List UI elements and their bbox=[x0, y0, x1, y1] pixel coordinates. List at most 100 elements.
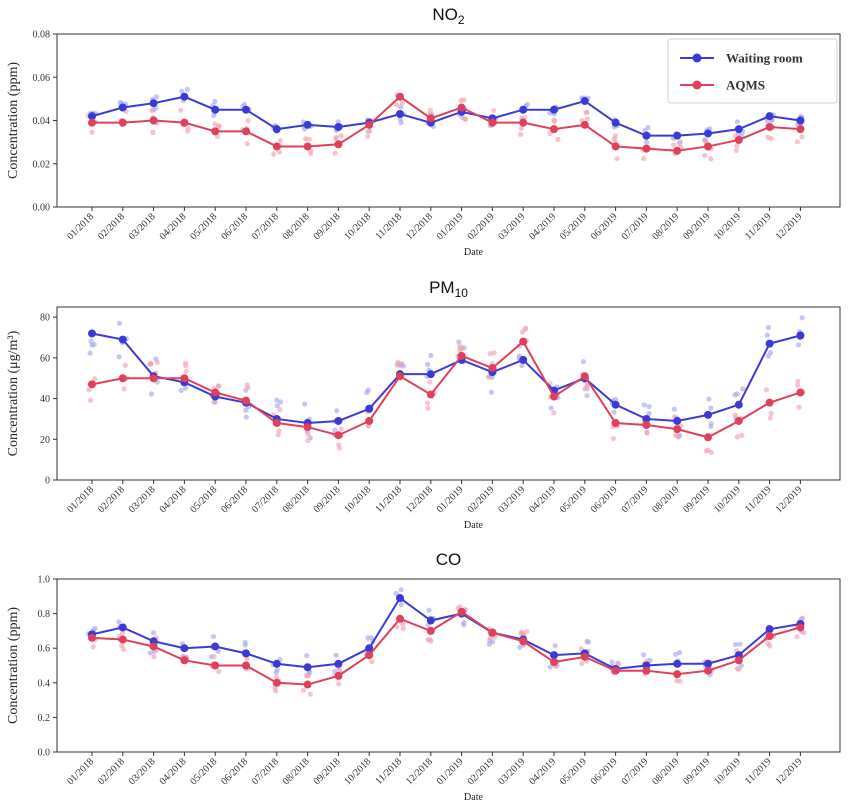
x-tick-label: 07/2018 bbox=[250, 756, 281, 787]
data-point bbox=[488, 118, 497, 127]
data-point bbox=[242, 127, 250, 136]
data-point bbox=[673, 659, 682, 668]
y-tick-label: 40 bbox=[40, 394, 50, 405]
data-point bbox=[118, 118, 127, 127]
data-point bbox=[580, 97, 589, 106]
scatter-point bbox=[277, 407, 283, 413]
scatter-point bbox=[212, 121, 218, 127]
scatter-point bbox=[487, 350, 493, 357]
scatter-point bbox=[609, 659, 615, 665]
x-tick-label: 12/2019 bbox=[774, 211, 805, 242]
data-point bbox=[303, 120, 312, 129]
scatter-point bbox=[399, 361, 405, 367]
scatter-point bbox=[706, 396, 712, 402]
y-tick-label: 60 bbox=[40, 353, 50, 364]
x-tick-label: 05/2019 bbox=[558, 484, 589, 515]
series-line-aqms bbox=[91, 610, 801, 686]
scatter-point bbox=[732, 641, 739, 648]
scatter-point bbox=[425, 405, 431, 411]
data-point bbox=[365, 120, 374, 129]
data-point bbox=[765, 339, 774, 348]
scatter-point bbox=[244, 382, 250, 388]
scatter-point bbox=[426, 607, 432, 613]
scatter-point bbox=[338, 426, 344, 432]
legend-label: Waiting room bbox=[726, 51, 803, 66]
data-point bbox=[149, 642, 158, 651]
scatter-point bbox=[335, 119, 341, 125]
scatter-point bbox=[306, 136, 312, 142]
x-tick-label: 01/2019 bbox=[435, 756, 466, 787]
plot-frame bbox=[56, 578, 841, 753]
scatter-point bbox=[393, 102, 399, 108]
scatter-point bbox=[490, 639, 496, 645]
scatter-point bbox=[584, 116, 591, 122]
scatter-point bbox=[614, 155, 620, 162]
scatter-point bbox=[277, 137, 284, 144]
x-tick-label: 06/2018 bbox=[219, 484, 250, 515]
scatter-point bbox=[424, 400, 431, 406]
scatter-point bbox=[116, 619, 122, 625]
scatter-point bbox=[641, 155, 647, 162]
legend-swatch-marker bbox=[692, 80, 702, 90]
scatter-point bbox=[365, 133, 371, 139]
scatter-point bbox=[767, 415, 773, 421]
x-tick-label: 04/2019 bbox=[527, 484, 558, 515]
scatter-point bbox=[524, 628, 530, 635]
scatter-point bbox=[216, 668, 222, 675]
scatter-point bbox=[646, 404, 652, 410]
x-tick-label: 05/2019 bbox=[558, 211, 589, 242]
x-tick-label: 12/2018 bbox=[404, 484, 435, 515]
data-point bbox=[519, 355, 528, 364]
x-tick-label: 06/2018 bbox=[219, 211, 250, 242]
data-point bbox=[673, 416, 682, 425]
scatter-point bbox=[116, 354, 122, 360]
scatter-point bbox=[767, 643, 773, 649]
data-point bbox=[796, 331, 805, 340]
scatter-point bbox=[461, 97, 467, 103]
data-point bbox=[642, 144, 651, 153]
scatter-point bbox=[517, 131, 524, 137]
scatter-point bbox=[520, 630, 526, 636]
scatter-point bbox=[87, 350, 93, 356]
y-tick-label: 0.02 bbox=[33, 159, 51, 170]
scatter-point bbox=[462, 116, 469, 122]
scatter-point bbox=[461, 620, 467, 626]
scatter-point bbox=[519, 363, 525, 369]
data-point bbox=[334, 122, 343, 131]
scatter-point bbox=[584, 392, 590, 399]
data-point bbox=[365, 416, 374, 425]
x-tick-label: 01/2018 bbox=[65, 756, 96, 787]
data-point bbox=[426, 626, 435, 635]
scatter-point bbox=[764, 332, 771, 338]
data-point bbox=[242, 105, 250, 114]
x-axis-label: Date bbox=[464, 792, 483, 803]
scatter-point bbox=[211, 654, 217, 660]
x-tick-label: 03/2018 bbox=[127, 211, 158, 242]
x-tick-label: 04/2019 bbox=[527, 211, 558, 242]
scatter-point bbox=[708, 405, 714, 411]
y-axis-label: Concentration (ppm) bbox=[6, 607, 21, 724]
series-line-waiting-room bbox=[91, 596, 801, 670]
y-tick-label: 20 bbox=[40, 435, 50, 446]
scatter-point bbox=[399, 100, 405, 106]
scatter-point bbox=[91, 341, 97, 348]
x-tick-label: 05/2018 bbox=[188, 756, 219, 787]
scatter-point bbox=[151, 654, 157, 660]
x-tick-label: 11/2018 bbox=[373, 484, 404, 515]
scatter-point bbox=[147, 650, 153, 656]
data-point bbox=[550, 125, 558, 134]
scatter-point bbox=[676, 140, 683, 146]
scatter-point bbox=[182, 385, 189, 391]
scatter-point bbox=[334, 408, 340, 414]
y-tick-label: 80 bbox=[40, 313, 50, 324]
data-point bbox=[303, 423, 312, 432]
scatter-point bbox=[524, 101, 530, 108]
chart-title-main: CO bbox=[436, 550, 462, 569]
y-tick-label: 0.06 bbox=[33, 73, 51, 84]
data-point bbox=[765, 112, 774, 121]
x-tick-label: 05/2018 bbox=[188, 211, 219, 242]
scatter-point bbox=[178, 387, 184, 394]
x-tick-label: 07/2018 bbox=[250, 484, 281, 515]
data-point bbox=[796, 125, 805, 134]
